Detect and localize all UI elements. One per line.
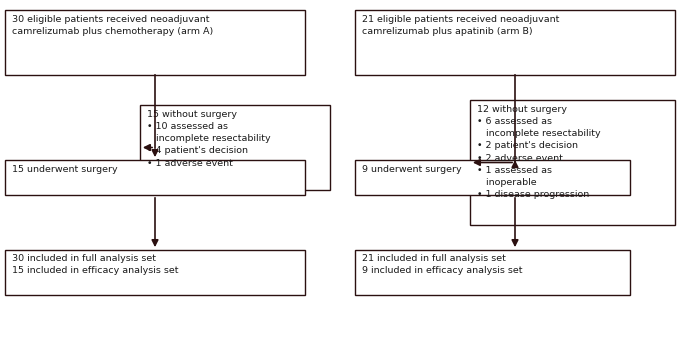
Text: 12 without surgery
• 6 assessed as
   incomplete resectability
• 2 patient's dec: 12 without surgery • 6 assessed as incom…	[477, 105, 601, 199]
Text: 21 included in full analysis set
9 included in efficacy analysis set: 21 included in full analysis set 9 inclu…	[362, 254, 523, 275]
Text: 15 underwent surgery: 15 underwent surgery	[12, 165, 118, 174]
Bar	[5, 250, 305, 295]
Text: 30 included in full analysis set
15 included in efficacy analysis set: 30 included in full analysis set 15 incl…	[12, 254, 179, 275]
Text: 30 eligible patients received neoadjuvant
camrelizumab plus chemotherapy (arm A): 30 eligible patients received neoadjuvan…	[12, 15, 213, 36]
Bar	[140, 105, 330, 190]
Text: 21 eligible patients received neoadjuvant
camrelizumab plus apatinib (arm B): 21 eligible patients received neoadjuvan…	[362, 15, 560, 36]
Bar	[355, 250, 630, 295]
Text: 15 without surgery
• 10 assessed as
   incomplete resectability
• 4 patient's de: 15 without surgery • 10 assessed as inco…	[147, 110, 271, 168]
Bar	[5, 160, 305, 195]
Text: 9 underwent surgery: 9 underwent surgery	[362, 165, 462, 174]
Bar	[355, 10, 675, 75]
Bar	[355, 160, 630, 195]
Bar	[5, 10, 305, 75]
Bar	[470, 100, 675, 225]
